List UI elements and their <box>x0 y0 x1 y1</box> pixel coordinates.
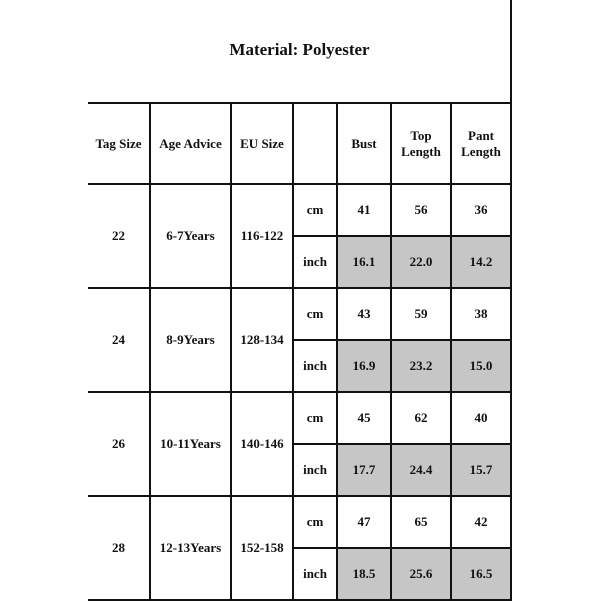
top-length-inch-cell: 22.0 <box>390 235 452 289</box>
eu-size-cell: 128-134 <box>230 287 294 393</box>
size-chart-table: Tag Size Age Advice EU Size Bust Top Len… <box>88 102 512 601</box>
bust-cm-cell: 45 <box>336 391 392 445</box>
table-row-cm: 22 6-7Years 116-122 cm 41 56 36 <box>88 183 512 289</box>
unit-inch-label: inch <box>293 235 338 289</box>
table-row-inch: inch 16.9 23.2 15.0 <box>88 339 512 393</box>
top-length-cm-cell: 56 <box>390 183 452 237</box>
bust-cm-cell: 41 <box>336 183 392 237</box>
header-eu-size: EU Size <box>230 102 294 185</box>
age-advice-cell: 6-7Years <box>149 183 232 289</box>
header-pant-length: Pant Length <box>450 102 512 185</box>
header-unit <box>292 102 338 185</box>
bust-inch-cell: 18.5 <box>336 547 392 601</box>
unit-inch-label: inch <box>293 339 338 393</box>
age-advice-cell: 8-9Years <box>149 287 232 393</box>
eu-size-cell: 152-158 <box>230 495 294 601</box>
tag-size-cell: 28 <box>88 495 151 601</box>
pant-length-cm-cell: 40 <box>450 391 512 445</box>
eu-size-cell: 140-146 <box>230 391 294 497</box>
tag-size-cell: 24 <box>88 287 151 393</box>
bust-inch-cell: 17.7 <box>336 443 392 497</box>
table-row-inch: inch 17.7 24.4 15.7 <box>88 443 512 497</box>
tag-size-cell: 26 <box>88 391 151 497</box>
table-row-inch: inch 18.5 25.6 16.5 <box>88 547 512 601</box>
page-title: Material: Polyester <box>229 40 370 59</box>
pant-length-inch-cell: 15.0 <box>450 339 512 393</box>
top-length-cm-cell: 62 <box>390 391 452 445</box>
top-length-inch-cell: 25.6 <box>390 547 452 601</box>
age-advice-cell: 12-13Years <box>149 495 232 601</box>
bust-cm-cell: 47 <box>336 495 392 549</box>
pant-length-inch-cell: 15.7 <box>450 443 512 497</box>
bust-inch-cell: 16.9 <box>336 339 392 393</box>
header-age-advice: Age Advice <box>149 102 232 185</box>
unit-inch-label: inch <box>293 547 338 601</box>
header-tag-size: Tag Size <box>88 102 151 185</box>
unit-cm-label: cm <box>292 287 338 341</box>
pant-length-cm-cell: 42 <box>450 495 512 549</box>
header-bust: Bust <box>336 102 392 185</box>
border-line <box>510 0 512 103</box>
unit-cm-label: cm <box>292 183 338 237</box>
bust-inch-cell: 16.1 <box>336 235 392 289</box>
unit-inch-label: inch <box>293 443 338 497</box>
table-row-cm: 26 10-11Years 140-146 cm 45 62 40 <box>88 391 512 497</box>
header-top-length: Top Length <box>390 102 452 185</box>
bust-cm-cell: 43 <box>336 287 392 341</box>
top-length-inch-cell: 23.2 <box>390 339 452 393</box>
table-row-cm: 24 8-9Years 128-134 cm 43 59 38 <box>88 287 512 393</box>
header-row: Tag Size Age Advice EU Size Bust Top Len… <box>88 102 512 185</box>
unit-cm-label: cm <box>292 391 338 445</box>
top-length-inch-cell: 24.4 <box>390 443 452 497</box>
unit-cm-label: cm <box>292 495 338 549</box>
eu-size-cell: 116-122 <box>230 183 294 289</box>
pant-length-cm-cell: 36 <box>450 183 512 237</box>
age-advice-cell: 10-11Years <box>149 391 232 497</box>
table-row-cm: 28 12-13Years 152-158 cm 47 65 42 <box>88 495 512 601</box>
pant-length-inch-cell: 14.2 <box>450 235 512 289</box>
top-length-cm-cell: 65 <box>390 495 452 549</box>
top-length-cm-cell: 59 <box>390 287 452 341</box>
table-row-inch: inch 16.1 22.0 14.2 <box>88 235 512 289</box>
pant-length-inch-cell: 16.5 <box>450 547 512 601</box>
tag-size-cell: 22 <box>88 183 151 289</box>
pant-length-cm-cell: 38 <box>450 287 512 341</box>
